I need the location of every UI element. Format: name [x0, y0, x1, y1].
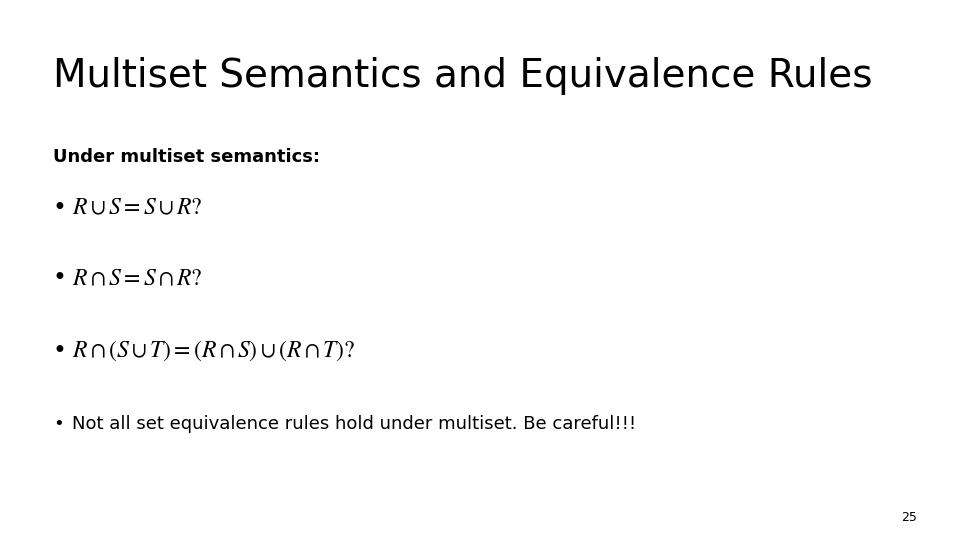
Text: Under multiset semantics:: Under multiset semantics:: [53, 148, 320, 166]
Text: •: •: [53, 339, 66, 363]
Text: $R \cup S = S \cup R?$: $R \cup S = S \cup R?$: [72, 196, 203, 220]
Text: •: •: [53, 266, 66, 290]
Text: •: •: [53, 196, 66, 220]
Text: Not all set equivalence rules hold under multiset. Be careful!!!: Not all set equivalence rules hold under…: [72, 415, 636, 433]
Text: $R \cap S = S \cap R?$: $R \cap S = S \cap R?$: [72, 266, 203, 290]
Text: Multiset Semantics and Equivalence Rules: Multiset Semantics and Equivalence Rules: [53, 57, 873, 94]
Text: 25: 25: [900, 511, 917, 524]
Text: $R \cap (S \cup T) = (R \cap S) \cup (R \cap T)?$: $R \cap (S \cup T) = (R \cap S) \cup (R …: [72, 339, 355, 363]
Text: •: •: [53, 415, 63, 433]
